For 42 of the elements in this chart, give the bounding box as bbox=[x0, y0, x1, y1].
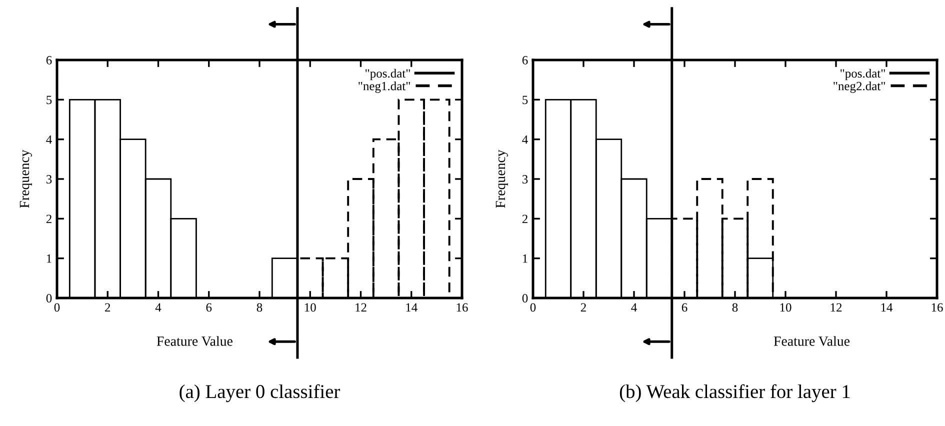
y-tick-label: 4 bbox=[46, 135, 52, 144]
x-tick-label: 16 bbox=[456, 303, 468, 312]
x-tick-label: 0 bbox=[54, 303, 60, 312]
y-tick-label: 6 bbox=[46, 56, 52, 64]
y-tick-label: 4 bbox=[522, 135, 528, 144]
y-tick-label: 0 bbox=[522, 294, 528, 302]
x-tick-label: 4 bbox=[155, 303, 162, 312]
x-tick-label: 10 bbox=[780, 303, 792, 312]
x-tick-label: 8 bbox=[256, 303, 262, 312]
x-tick-label: 2 bbox=[580, 303, 586, 312]
x-tick-label: 14 bbox=[406, 303, 418, 312]
x-tick-label: 14 bbox=[881, 303, 893, 312]
legend-label: "pos.dat" bbox=[840, 68, 885, 80]
x-tick-label: 6 bbox=[682, 303, 688, 312]
y-axis-title: Frequency bbox=[20, 150, 32, 208]
y-axis-title: Frequency bbox=[496, 150, 508, 208]
text: (b) Weak classifier for layer 1 bbox=[620, 384, 850, 402]
y-tick-label: 1 bbox=[522, 254, 528, 263]
x-tick-label: 6 bbox=[206, 303, 212, 312]
x-tick-label: 10 bbox=[304, 303, 316, 312]
legend-label: "neg1.dat" bbox=[358, 81, 410, 93]
text: (a) Layer 0 classifier bbox=[180, 384, 340, 402]
y-tick-label: 3 bbox=[46, 175, 52, 184]
y-tick-label: 0 bbox=[46, 294, 52, 302]
y-tick-label: 2 bbox=[46, 214, 52, 224]
y-tick-label: 1 bbox=[46, 254, 52, 263]
x-tick-label: 8 bbox=[732, 303, 738, 312]
y-tick-label: 6 bbox=[522, 56, 528, 64]
x-tick-label: 16 bbox=[932, 303, 943, 312]
y-tick-label: 2 bbox=[522, 214, 528, 224]
legend-label: "neg2.dat" bbox=[834, 81, 885, 93]
y-tick-label: 3 bbox=[522, 175, 528, 184]
y-tick-label: 5 bbox=[46, 96, 52, 104]
x-tick-label: 12 bbox=[356, 303, 366, 312]
x-axis-title: Feature Value bbox=[156, 336, 232, 346]
x-tick-label: 0 bbox=[530, 303, 536, 312]
x-tick-label: 4 bbox=[631, 303, 637, 312]
x-tick-label: 2 bbox=[105, 303, 110, 312]
x-axis-title: Feature Value bbox=[774, 336, 850, 346]
x-tick-label: 12 bbox=[830, 303, 842, 312]
legend-label: "pos.dat" bbox=[366, 68, 410, 80]
y-tick-label: 5 bbox=[522, 96, 528, 104]
